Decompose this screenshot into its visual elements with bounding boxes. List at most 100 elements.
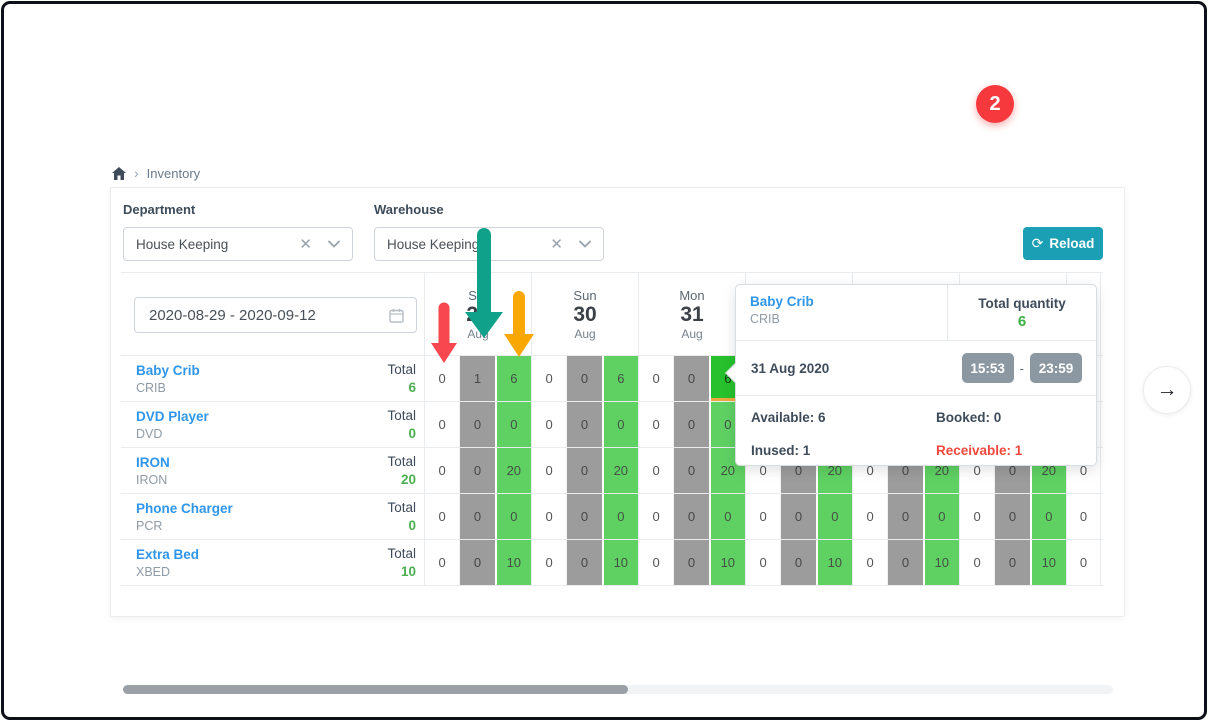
item-link[interactable]: DVD Player (136, 408, 209, 424)
inventory-cell[interactable]: 0 (566, 402, 602, 447)
inventory-cell[interactable]: 0 (545, 555, 553, 570)
inventory-cell[interactable]: 0 (1029, 494, 1066, 539)
inventory-cell[interactable]: 0 (922, 494, 959, 539)
inventory-cell[interactable]: 0 (780, 540, 816, 585)
inventory-cell[interactable]: 0 (994, 540, 1030, 585)
inventory-cell[interactable]: 0 (1079, 509, 1088, 524)
department-select[interactable]: House Keeping ✕ (123, 227, 353, 261)
inventory-cell[interactable]: 0 (566, 356, 602, 401)
inventory-cell[interactable]: 0 (545, 417, 553, 432)
inventory-cell[interactable]: 0 (759, 509, 767, 524)
total-label: Total (387, 546, 416, 561)
inventory-cell[interactable]: 10 (601, 540, 638, 585)
inventory-cell[interactable]: 0 (866, 509, 874, 524)
inventory-cell[interactable]: 0 (545, 463, 553, 478)
item-link[interactable]: IRON (136, 454, 170, 470)
inventory-cell[interactable]: 0 (438, 417, 446, 432)
inventory-cell[interactable]: 0 (994, 494, 1030, 539)
inventory-cell-popup: Baby Crib CRIB Total quantity 6 31 Aug 2… (725, 284, 1097, 466)
inventory-cell[interactable]: 20 (601, 448, 638, 493)
inventory-cell[interactable]: 6 (494, 356, 531, 401)
inventory-cell[interactable]: 0 (459, 494, 495, 539)
inventory-cell[interactable]: 0 (652, 371, 660, 386)
reload-label: Reload (1049, 236, 1095, 251)
clear-warehouse-icon[interactable]: ✕ (550, 236, 563, 253)
clear-department-icon[interactable]: ✕ (299, 236, 312, 253)
inventory-cell[interactable]: 0 (438, 509, 446, 524)
inventory-cell[interactable]: 0 (887, 540, 923, 585)
inventory-cell[interactable]: 0 (652, 555, 660, 570)
inventory-cell[interactable]: 0 (973, 555, 981, 570)
inventory-cell[interactable]: 10 (922, 540, 959, 585)
day-header-partial (1067, 273, 1101, 355)
inventory-cell[interactable]: 0 (494, 494, 531, 539)
horizontal-scrollbar-track[interactable] (123, 685, 1113, 694)
inventory-cell[interactable]: 6 (601, 356, 638, 401)
inventory-cell[interactable]: 0 (566, 494, 602, 539)
inventory-cell[interactable]: 0 (459, 540, 495, 585)
popup-item-link[interactable]: Baby Crib (750, 294, 814, 309)
day-cell-group: 0 (1067, 448, 1101, 493)
inventory-cell[interactable]: 0 (759, 555, 767, 570)
date-range-input[interactable] (149, 306, 389, 324)
inventory-cell[interactable]: 1 (459, 356, 495, 401)
next-button[interactable]: → (1143, 366, 1191, 414)
reload-button[interactable]: ⟳ Reload (1023, 227, 1103, 260)
calendar-icon[interactable] (389, 308, 404, 323)
inventory-cell[interactable]: 10 (708, 540, 745, 585)
inventory-cell[interactable]: 0 (438, 371, 446, 386)
inventory-cell[interactable]: 10 (815, 540, 852, 585)
inventory-cell[interactable]: 20 (494, 448, 531, 493)
chevron-down-icon[interactable] (579, 240, 591, 248)
inventory-cell[interactable]: 0 (815, 494, 852, 539)
inventory-cell[interactable]: 0 (459, 402, 495, 447)
item-link[interactable]: Extra Bed (136, 546, 200, 562)
item-link[interactable]: Phone Charger (136, 500, 233, 516)
inventory-cell[interactable]: 0 (887, 494, 923, 539)
inventory-cell[interactable]: 0 (545, 509, 553, 524)
inventory-cell[interactable]: 0 (673, 494, 709, 539)
total-value: 0 (408, 426, 416, 441)
day-cell-group: 0 0 10 (746, 540, 853, 585)
horizontal-scrollbar-thumb[interactable] (123, 685, 628, 694)
inventory-cell[interactable]: 0 (973, 463, 981, 478)
inventory-cell[interactable]: 0 (780, 494, 816, 539)
inventory-cell[interactable]: 0 (1079, 463, 1088, 478)
inventory-cell[interactable]: 0 (673, 402, 709, 447)
inventory-cell[interactable]: 0 (566, 540, 602, 585)
inventory-cell[interactable]: 0 (459, 448, 495, 493)
inventory-cell[interactable]: 0 (601, 494, 638, 539)
day-cell-group: 0 0 20 (425, 448, 532, 493)
inventory-cell[interactable]: 0 (652, 509, 660, 524)
chevron-down-icon[interactable] (328, 240, 340, 248)
inventory-cell[interactable]: 0 (973, 509, 981, 524)
inventory-cell[interactable]: 0 (866, 463, 874, 478)
inventory-cell[interactable]: 0 (673, 448, 709, 493)
inventory-cell[interactable]: 0 (708, 494, 745, 539)
inventory-cell[interactable]: 0 (866, 555, 874, 570)
total-value: 20 (400, 472, 416, 487)
inventory-cell[interactable]: 0 (438, 463, 446, 478)
table-row: Phone Charger PCR Total 0 0 0 0 0 0 0 0 0 0 0 0 0 0 0 0 0 0 0… (121, 494, 1103, 540)
inventory-cell[interactable]: 0 (673, 540, 709, 585)
inventory-cell[interactable]: 0 (652, 417, 660, 432)
inventory-cell[interactable]: 0 (652, 463, 660, 478)
home-icon[interactable] (112, 166, 126, 180)
inventory-cell[interactable]: 0 (545, 371, 553, 386)
date-range-picker[interactable] (134, 297, 417, 333)
inventory-card: Department House Keeping ✕ Warehouse Hou… (110, 187, 1125, 694)
warehouse-select[interactable]: House Keeping ✕ (374, 227, 604, 261)
inventory-cell[interactable]: 0 (759, 463, 767, 478)
inventory-cell[interactable]: 0 (566, 448, 602, 493)
inventory-cell[interactable]: 0 (438, 555, 446, 570)
inventory-cell[interactable]: 0 (673, 356, 709, 401)
inventory-cell[interactable]: 0 (601, 402, 638, 447)
inventory-cell[interactable]: 0 (1079, 555, 1088, 570)
inventory-cell[interactable]: 0 (494, 402, 531, 447)
inventory-cell[interactable]: 10 (1029, 540, 1066, 585)
inventory-cell[interactable]: 10 (494, 540, 531, 585)
item-link[interactable]: Baby Crib (136, 362, 200, 378)
